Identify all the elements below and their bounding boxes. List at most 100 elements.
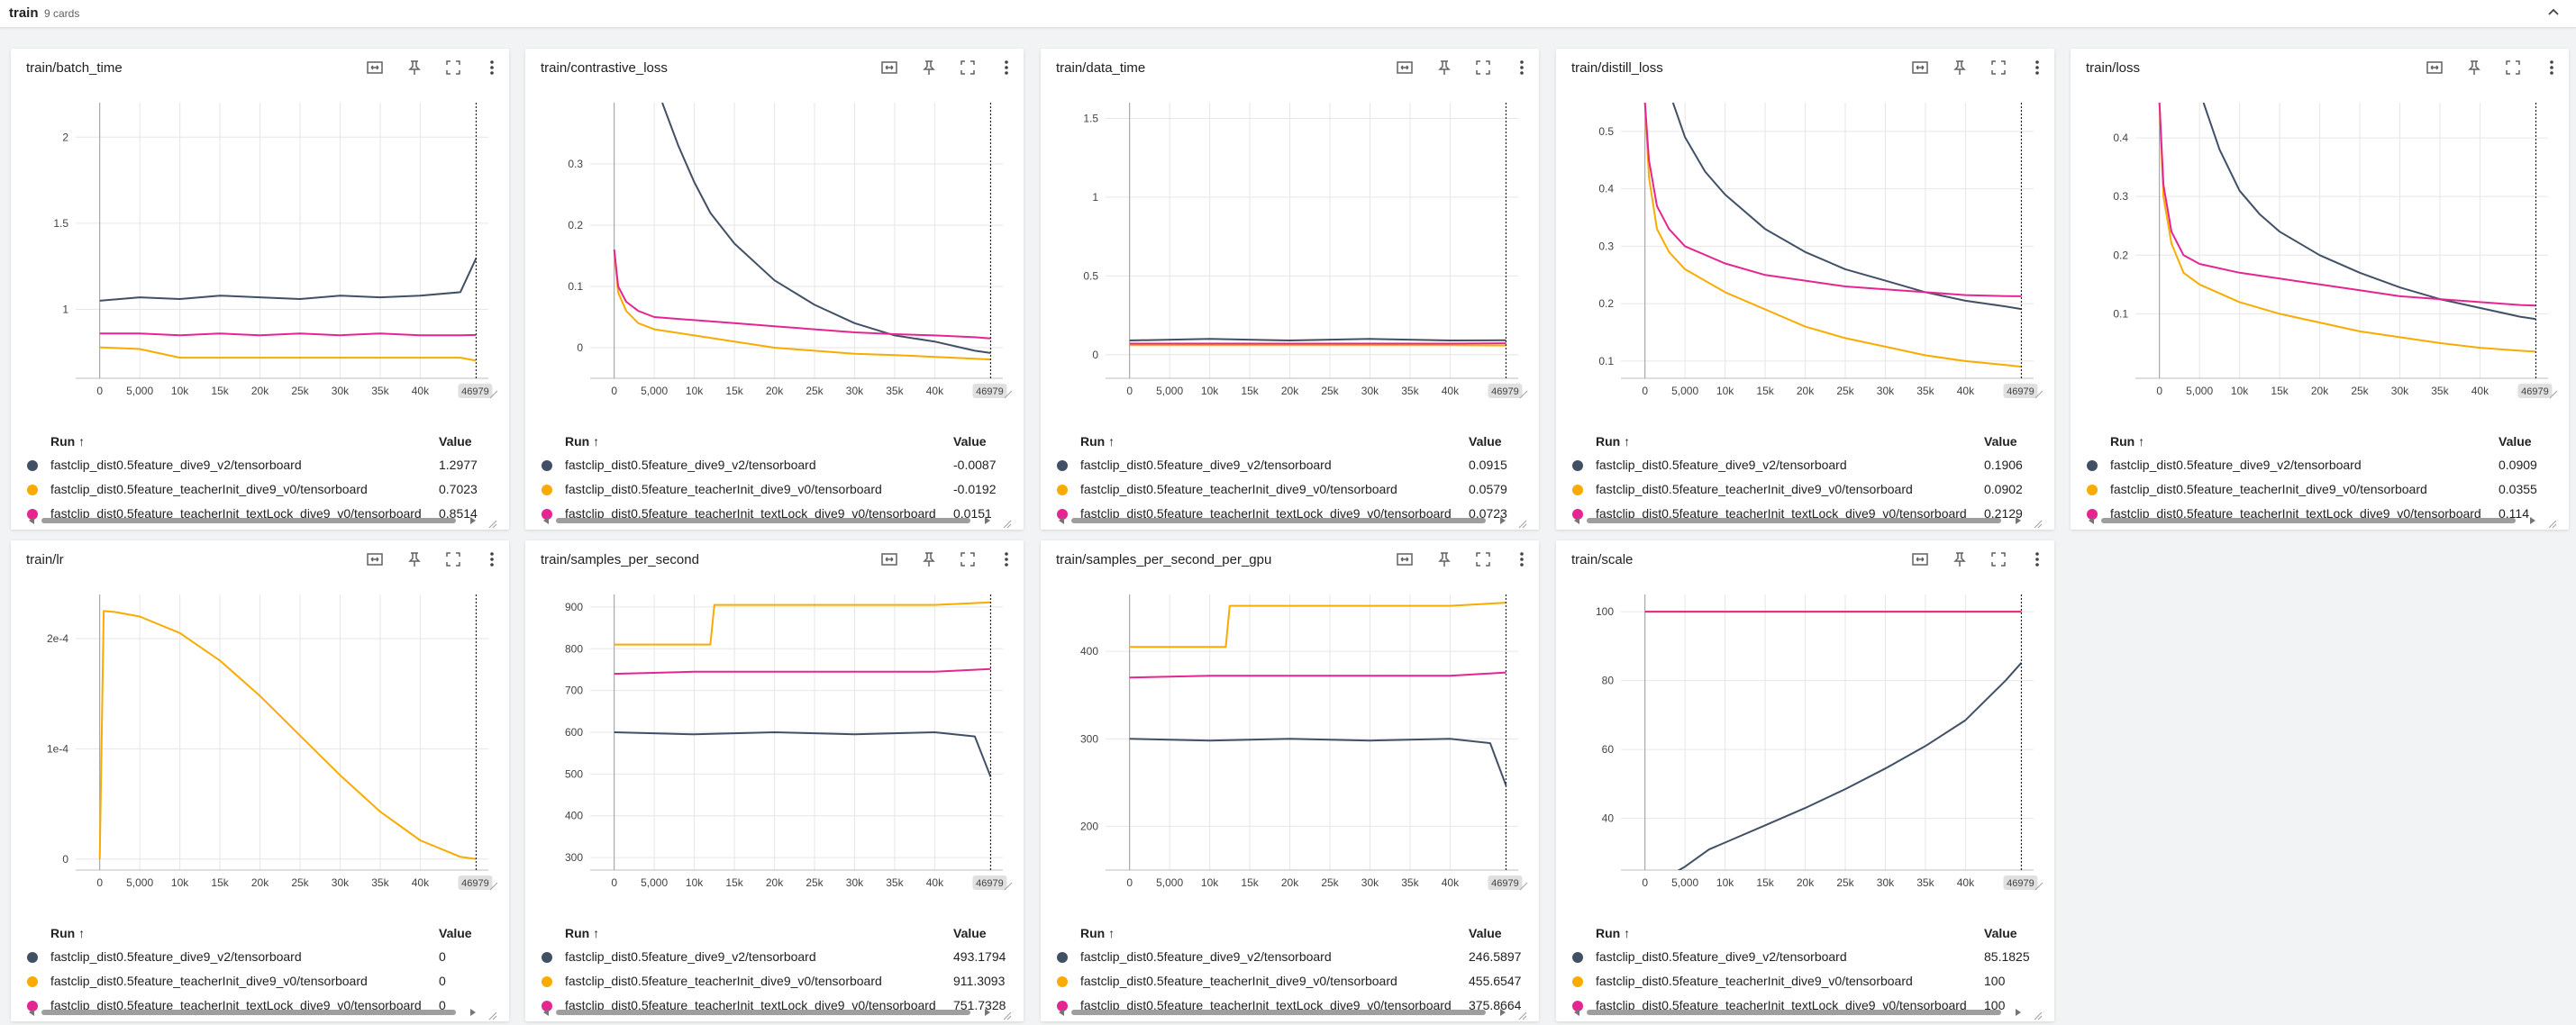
scroll-right-icon[interactable] [470, 1009, 476, 1016]
pin-card-button[interactable] [919, 58, 939, 77]
legend-header-run[interactable]: Run ↑ [1080, 926, 1115, 940]
fit-domain-button[interactable] [1395, 549, 1415, 569]
resize-handle-icon[interactable] [1003, 1009, 1012, 1018]
legend-header-run[interactable]: Run ↑ [1080, 434, 1115, 449]
legend-scrollbar[interactable] [1574, 517, 2025, 524]
pin-card-button[interactable] [919, 549, 939, 569]
scroll-right-icon[interactable] [470, 517, 476, 524]
legend-header-run[interactable]: Run ↑ [50, 926, 85, 940]
pin-card-button[interactable] [2464, 58, 2484, 77]
scroll-left-icon[interactable] [1059, 1009, 1064, 1016]
scroll-left-icon[interactable] [543, 1009, 549, 1016]
fit-domain-button[interactable] [365, 58, 385, 77]
fit-domain-button[interactable] [879, 58, 899, 77]
run-color-dot[interactable] [27, 460, 38, 471]
legend-header-run[interactable]: Run ↑ [565, 926, 599, 940]
fullscreen-button[interactable] [958, 549, 978, 569]
run-color-dot[interactable] [1057, 485, 1068, 495]
scroll-right-icon[interactable] [1500, 517, 1506, 524]
run-color-dot[interactable] [27, 485, 38, 495]
scrollbar-thumb[interactable] [41, 1010, 456, 1015]
pin-card-button[interactable] [405, 58, 424, 77]
pin-card-button[interactable] [1434, 549, 1454, 569]
legend-header-run[interactable]: Run ↑ [1596, 434, 1630, 449]
resize-handle-icon[interactable] [1518, 517, 1527, 526]
scroll-right-icon[interactable] [985, 1009, 990, 1016]
pin-card-button[interactable] [1950, 549, 1970, 569]
resize-handle-icon[interactable] [2034, 517, 2043, 526]
card-menu-button[interactable] [1512, 549, 1532, 569]
legend-header-run[interactable]: Run ↑ [1596, 926, 1630, 940]
run-color-dot[interactable] [1572, 485, 1583, 495]
legend-scrollbar[interactable] [29, 1009, 479, 1016]
run-color-dot[interactable] [1057, 976, 1068, 987]
fullscreen-button[interactable] [2503, 58, 2523, 77]
scrollbar-thumb[interactable] [556, 518, 970, 523]
run-color-dot[interactable] [542, 952, 552, 963]
resize-handle-icon[interactable] [2034, 1009, 2043, 1018]
scroll-right-icon[interactable] [1500, 1009, 1506, 1016]
card-menu-button[interactable] [997, 58, 1016, 77]
run-color-dot[interactable] [1572, 976, 1583, 987]
scroll-left-icon[interactable] [29, 517, 34, 524]
scroll-left-icon[interactable] [1574, 517, 1579, 524]
card-menu-button[interactable] [997, 549, 1016, 569]
resize-handle-icon[interactable] [1518, 1009, 1527, 1018]
pin-card-button[interactable] [405, 549, 424, 569]
scrollbar-thumb[interactable] [41, 518, 456, 523]
resize-handle-icon[interactable] [488, 517, 497, 526]
resize-handle-icon[interactable] [2548, 517, 2557, 526]
legend-scrollbar[interactable] [543, 1009, 994, 1016]
scroll-right-icon[interactable] [2016, 1009, 2021, 1016]
fit-domain-button[interactable] [1395, 58, 1415, 77]
scrollbar-thumb[interactable] [1587, 1010, 2001, 1015]
run-color-dot[interactable] [542, 485, 552, 495]
run-color-dot[interactable] [1057, 460, 1068, 471]
scroll-left-icon[interactable] [29, 1009, 34, 1016]
fullscreen-button[interactable] [443, 549, 463, 569]
run-color-dot[interactable] [27, 952, 38, 963]
scroll-left-icon[interactable] [2089, 517, 2094, 524]
collapse-group-button[interactable] [2544, 3, 2563, 23]
legend-scrollbar[interactable] [1059, 1009, 1509, 1016]
scroll-left-icon[interactable] [543, 517, 549, 524]
legend-header-run[interactable]: Run ↑ [50, 434, 85, 449]
run-color-dot[interactable] [1572, 952, 1583, 963]
legend-header-run[interactable]: Run ↑ [2110, 434, 2144, 449]
card-menu-button[interactable] [2542, 58, 2562, 77]
run-color-dot[interactable] [1572, 460, 1583, 471]
legend-scrollbar[interactable] [1059, 517, 1509, 524]
scroll-left-icon[interactable] [1574, 1009, 1579, 1016]
fullscreen-button[interactable] [443, 58, 463, 77]
run-color-dot[interactable] [542, 976, 552, 987]
resize-handle-icon[interactable] [488, 1009, 497, 1018]
legend-scrollbar[interactable] [29, 517, 479, 524]
scrollbar-thumb[interactable] [556, 1010, 970, 1015]
card-menu-button[interactable] [1512, 58, 1532, 77]
run-color-dot[interactable] [2087, 460, 2098, 471]
fullscreen-button[interactable] [1473, 58, 1493, 77]
legend-scrollbar[interactable] [2089, 517, 2539, 524]
fit-domain-button[interactable] [2425, 58, 2444, 77]
run-color-dot[interactable] [27, 976, 38, 987]
scroll-left-icon[interactable] [1059, 517, 1064, 524]
fit-domain-button[interactable] [1910, 549, 1930, 569]
fit-domain-button[interactable] [1910, 58, 1930, 77]
resize-handle-icon[interactable] [1003, 517, 1012, 526]
scrollbar-thumb[interactable] [1587, 518, 2001, 523]
run-color-dot[interactable] [542, 460, 552, 471]
fullscreen-button[interactable] [1473, 549, 1493, 569]
card-menu-button[interactable] [2027, 58, 2047, 77]
legend-header-run[interactable]: Run ↑ [565, 434, 599, 449]
pin-card-button[interactable] [1434, 58, 1454, 77]
card-menu-button[interactable] [482, 58, 502, 77]
fullscreen-button[interactable] [1989, 58, 2008, 77]
fullscreen-button[interactable] [1989, 549, 2008, 569]
scrollbar-thumb[interactable] [2101, 518, 2516, 523]
